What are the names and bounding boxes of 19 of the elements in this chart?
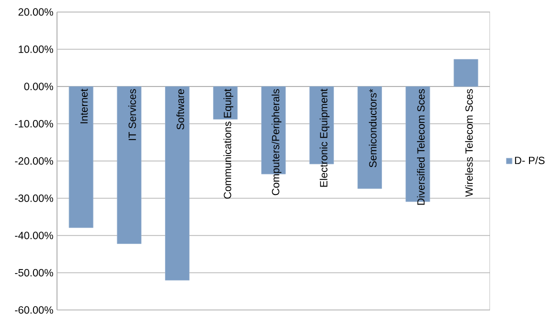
y-tick-label: -30.00% [14, 194, 54, 202]
y-tick-label: 10.00% [18, 46, 54, 53]
x-tick-label: Diversified Telecom Sces [416, 89, 425, 205]
y-tick-label: -50.00% [14, 269, 54, 276]
legend-label: D- P/S [515, 156, 545, 164]
x-tick-label: Internet [80, 88, 88, 124]
y-tick-label: -10.00% [14, 120, 54, 128]
x-tick-label: IT Services [128, 89, 136, 140]
y-tick-label: 0.00% [24, 82, 54, 90]
y-tick-label: -60.00% [14, 306, 54, 314]
x-tick-label: Wireless Telecom Sces [465, 89, 473, 197]
x-tick-label: Electronic Equipment [320, 88, 330, 187]
x-tick-label: Software [176, 89, 184, 130]
x-tick-label: Computers/Peripherals [272, 89, 282, 196]
y-tick-label: -40.00% [14, 232, 54, 240]
x-tick-label: Communications Equipt [224, 88, 234, 199]
x-tick-label: Semiconductors* [368, 88, 377, 168]
y-tick-label: -20.00% [14, 157, 54, 165]
y-tick-label: 20.00% [18, 8, 54, 16]
